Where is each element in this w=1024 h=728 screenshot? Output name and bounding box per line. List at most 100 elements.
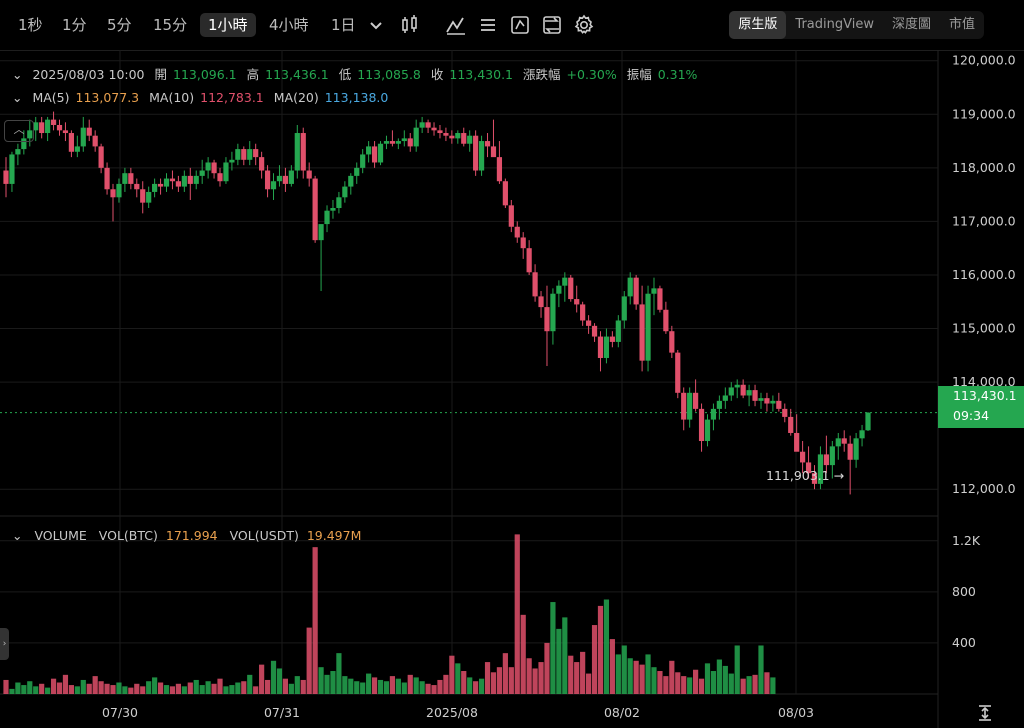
timeframe-1s[interactable]: 1秒 [18,16,43,34]
volume-bar [92,676,98,694]
candle-body [431,127,437,131]
volume-axis-tick: 800 [952,584,976,599]
gear-icon[interactable] [572,13,596,37]
volume-bar [80,679,86,694]
candle-body [532,272,538,297]
volume-bar [550,602,556,694]
chevron-down-icon[interactable] [364,13,388,37]
volume-bar [348,678,354,694]
settings-list-icon[interactable] [476,13,500,37]
low-value: 113,085.8 [357,67,421,82]
timeframe-1m[interactable]: 1分 [62,16,87,34]
ma20-label: MA(20) [273,90,319,105]
candle-body [562,277,568,286]
volume-bar [698,678,705,694]
volume-bar [752,674,758,694]
candle-body [502,181,508,206]
volume-bar [490,672,497,694]
volume-bar [247,674,253,694]
timeframe-1d[interactable]: 1日 [331,16,356,34]
volume-bar [199,685,205,694]
timeframe-4h[interactable]: 4小時 [269,16,309,34]
candle-body [247,149,253,160]
volume-bar [217,678,223,694]
candle-body [223,162,229,182]
volume-bar [657,671,663,694]
collapse-arrow-icon[interactable]: ⌄ [12,90,23,105]
collapse-arrow-icon[interactable]: ⌄ [12,67,23,82]
volume-bar [229,685,235,694]
view-tradingview[interactable]: TradingView [795,17,874,32]
volume-bar [580,651,586,694]
current-price-tag: 113,430.1 09:34 [938,386,1024,428]
view-marketcap[interactable]: 市值 [948,17,975,32]
timeframe-1h[interactable]: 1小時 [200,13,256,37]
candle-body [550,293,556,332]
price-axis-tick: 120,000.0 [952,53,1016,68]
volume-bar [56,682,63,694]
volume-bar [455,663,461,694]
volume-bar [140,686,146,694]
candle-body [324,210,330,225]
candle-body [693,392,699,409]
compare-icon[interactable] [540,13,564,37]
candle-body [146,191,152,203]
reset-scale-icon[interactable] [975,703,995,723]
candle-body [722,395,728,401]
price-axis-tick: 115,000.0 [952,321,1016,336]
volume-bar [639,664,645,694]
candle-body [199,170,205,176]
candle-body [603,336,610,358]
candle-body [698,408,705,442]
candle-body [574,299,580,305]
candle-body [371,146,378,163]
candle-body [484,141,491,147]
price-axis-tick: 119,000.0 [952,106,1016,121]
candle-body [811,473,818,484]
volume-bar [514,534,520,694]
indicator-icon[interactable] [444,13,468,37]
candle-body [366,146,372,155]
drawing-tool-icon[interactable] [508,13,532,37]
volume-bar [330,671,336,694]
amplitude-value: 0.31% [657,67,698,82]
volume-bar [556,628,562,694]
candle-body [253,149,259,158]
volume-bar [538,662,544,694]
view-native[interactable]: 原生版 [729,11,787,39]
candle-body [449,135,455,139]
collapse-arrow-icon[interactable]: ⌄ [12,528,23,543]
candle-body [56,124,63,131]
candle-body [829,446,835,466]
volume-bar [181,686,187,694]
side-panel-handle[interactable]: › [0,628,9,660]
volume-bar [157,682,164,694]
candle-body [264,170,271,190]
volume-bar [253,686,259,694]
candle-body [342,186,348,198]
timeframe-5m[interactable]: 5分 [107,16,132,34]
candle-body [621,296,627,321]
candle-countdown: 09:34 [953,408,990,423]
candle-body [805,462,812,474]
candle-body [217,173,223,182]
volume-bar [746,676,752,694]
volume-bar [669,660,675,694]
candle-body [306,170,312,179]
view-depth[interactable]: 深度圖 [891,17,931,32]
collapse-indicators-button[interactable]: ︿ [4,120,34,142]
volume-bar [342,676,348,694]
timeframe-15m[interactable]: 15分 [153,16,188,34]
candle-body [734,384,740,388]
change-value: +0.30% [566,67,617,82]
candle-type-icon[interactable] [398,13,422,37]
price-axis-tick: 117,000.0 [952,213,1016,228]
view-switcher: 原生版 TradingView 深度圖 市值 [729,11,984,39]
volume-bar [223,686,229,694]
volume-bar [39,683,45,694]
volume-bar [508,667,514,694]
volume-bar [50,678,57,694]
volume-bar [770,677,776,694]
candle-body [841,438,847,444]
